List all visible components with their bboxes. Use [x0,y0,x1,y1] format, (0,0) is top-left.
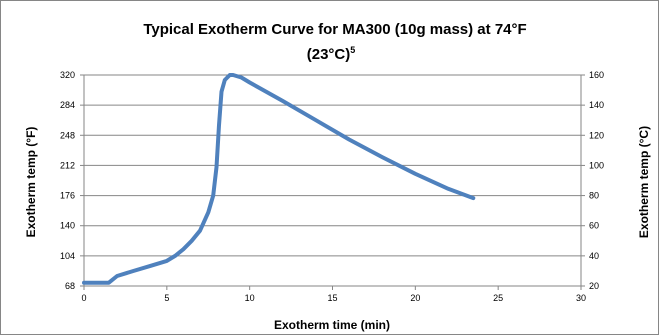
y-tick-label-0: 68 [65,281,75,291]
y2-tick-label-4: 100 [589,160,604,170]
x-tick-label-6: 30 [576,293,586,303]
y2-axis-tick-labels: 20 40 60 80 100 120 140 160 [589,70,604,291]
series-line-exotherm [82,73,476,285]
x-tick-label-1: 5 [164,293,169,303]
x-tick-label-0: 0 [81,293,86,303]
y-tick-label-5: 248 [60,130,75,140]
y2-tick-label-7: 160 [589,70,604,80]
y2-tick-label-0: 20 [589,281,599,291]
x-tick-label-4: 20 [410,293,420,303]
y2-axis-title: Exotherm temp (°C) [637,126,651,238]
y-axis-tick-labels: 68 104 140 176 212 248 284 320 [60,70,75,291]
y2-tick-label-5: 120 [589,130,604,140]
y-axis-title: Exotherm temp (°F) [24,127,38,238]
chart-title-superscript: 5 [350,45,355,55]
y-tick-label-2: 140 [60,221,75,231]
y-tick-label-1: 104 [60,251,75,261]
y-tick-label-3: 176 [60,191,75,201]
x-tick-label-3: 15 [327,293,337,303]
chart-title-line-1: Typical Exotherm Curve for MA300 (10g ma… [143,21,526,38]
y-tick-label-7: 320 [60,70,75,80]
y2-tick-label-3: 80 [589,191,599,201]
x-axis-title: Exotherm time (min) [274,318,390,332]
chart-title-line-2-text: (23°C) [307,46,351,63]
x-tick-label-5: 25 [493,293,503,303]
y-tick-label-4: 212 [60,160,75,170]
x-axis-tick-labels: 0 5 10 15 20 25 30 [81,293,586,303]
chart-title-line-2: (23°C)5 [307,45,356,63]
y2-tick-label-2: 60 [589,221,599,231]
x-tick-label-2: 10 [245,293,255,303]
y2-tick-label-6: 140 [589,100,604,110]
y2-tick-label-1: 40 [589,251,599,261]
y-tick-label-6: 284 [60,100,75,110]
axes [80,74,585,290]
